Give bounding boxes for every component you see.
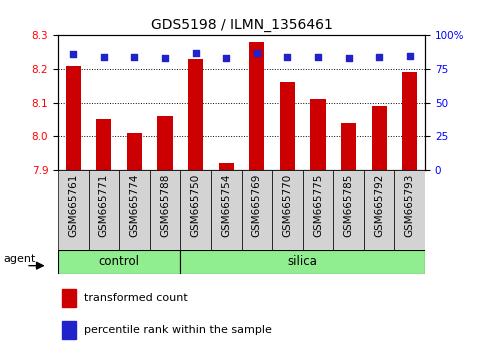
Text: GSM665788: GSM665788 (160, 174, 170, 237)
Text: GDS5198 / ILMN_1356461: GDS5198 / ILMN_1356461 (151, 18, 332, 32)
Bar (272, 170, 303, 250)
Bar (311, 99, 326, 170)
Text: GSM665785: GSM665785 (343, 174, 354, 237)
Point (161, 56, 169, 61)
Text: GSM665761: GSM665761 (68, 174, 78, 237)
Bar (58, 170, 88, 250)
Text: GSM665792: GSM665792 (374, 174, 384, 237)
Bar (66, 65, 81, 170)
Text: GSM665793: GSM665793 (405, 174, 415, 237)
Text: GSM665754: GSM665754 (221, 174, 231, 237)
Bar (150, 170, 180, 250)
Point (375, 54, 383, 60)
Bar (119, 170, 150, 250)
Bar (88, 170, 119, 250)
Point (192, 50, 199, 56)
Text: silica: silica (288, 256, 318, 268)
Point (130, 54, 138, 60)
Bar (180, 250, 425, 274)
Point (314, 54, 322, 60)
Bar (333, 170, 364, 250)
Text: GSM665770: GSM665770 (283, 174, 292, 237)
Bar (157, 116, 173, 170)
Bar (62, 321, 76, 339)
Bar (402, 72, 417, 170)
Bar (280, 82, 295, 170)
Bar (249, 42, 265, 170)
Text: GSM665775: GSM665775 (313, 174, 323, 237)
Text: GSM665769: GSM665769 (252, 174, 262, 237)
Point (406, 53, 413, 58)
Bar (364, 170, 395, 250)
Bar (96, 119, 112, 170)
Text: percentile rank within the sample: percentile rank within the sample (84, 325, 271, 335)
Text: agent: agent (3, 255, 35, 264)
Text: GSM665774: GSM665774 (129, 174, 140, 237)
Bar (211, 170, 242, 250)
Bar (341, 123, 356, 170)
Text: GSM665750: GSM665750 (191, 174, 200, 237)
Point (222, 56, 230, 61)
Text: transformed count: transformed count (84, 293, 187, 303)
Text: control: control (99, 256, 140, 268)
Bar (188, 59, 203, 170)
Text: GSM665771: GSM665771 (99, 174, 109, 237)
Point (100, 54, 108, 60)
Point (253, 50, 261, 56)
Bar (242, 170, 272, 250)
Point (70, 51, 77, 57)
Bar (219, 163, 234, 170)
Bar (58, 250, 180, 274)
Bar (127, 133, 142, 170)
Bar (395, 170, 425, 250)
Bar (303, 170, 333, 250)
Point (284, 54, 291, 60)
Bar (62, 289, 76, 307)
Point (345, 56, 353, 61)
Bar (371, 106, 387, 170)
Bar (180, 170, 211, 250)
